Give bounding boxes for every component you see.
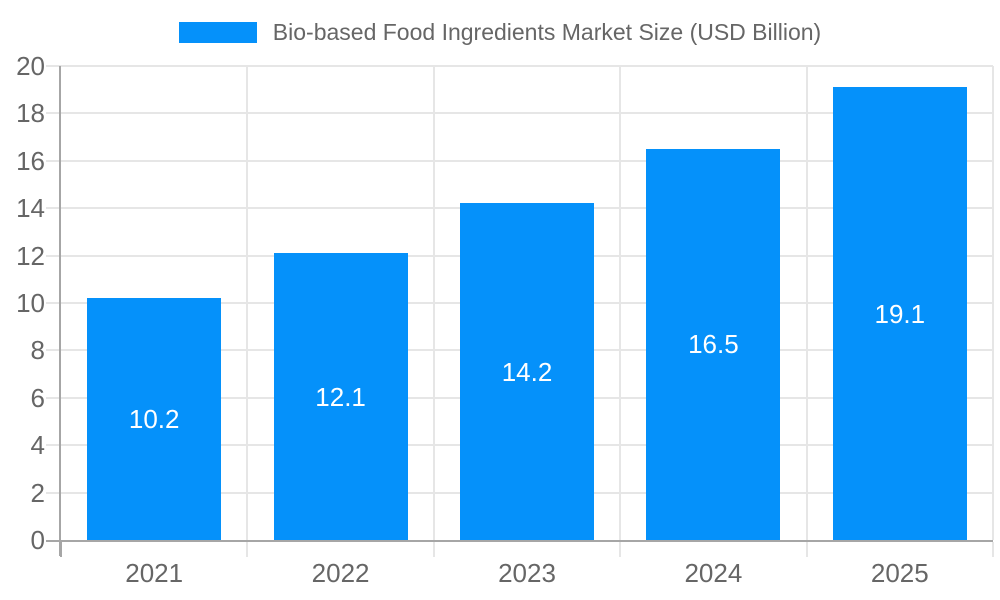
y-tick-label: 16 bbox=[16, 145, 45, 176]
v-gridline bbox=[246, 66, 249, 540]
y-tick-label: 18 bbox=[16, 98, 45, 129]
bar-value-label: 19.1 bbox=[874, 298, 926, 329]
y-tick-label: 12 bbox=[16, 240, 45, 271]
v-gridline bbox=[992, 66, 994, 540]
v-gridline bbox=[432, 66, 435, 540]
bar: 14.2 bbox=[460, 203, 594, 540]
bar-value-label: 10.2 bbox=[128, 404, 180, 435]
x-tick-mark bbox=[60, 542, 62, 557]
bar: 19.1 bbox=[832, 87, 967, 540]
x-tick-mark bbox=[246, 542, 249, 557]
x-tick-label: 2021 bbox=[125, 558, 184, 588]
x-tick-mark bbox=[619, 542, 622, 557]
y-tick-label: 14 bbox=[16, 193, 45, 224]
bar: 10.2 bbox=[87, 298, 222, 540]
legend: Bio-based Food Ingredients Market Size (… bbox=[0, 17, 1000, 47]
y-tick-label: 8 bbox=[30, 335, 45, 366]
v-gridline bbox=[805, 66, 808, 540]
h-gridline bbox=[46, 112, 993, 115]
v-gridline bbox=[619, 66, 622, 540]
y-tick-label: 20 bbox=[16, 51, 45, 81]
plot-area: 10.2 12.1 14.2 16.5 19.1 bbox=[46, 65, 994, 540]
x-axis-line bbox=[46, 540, 993, 542]
y-tick-label: 6 bbox=[30, 382, 45, 413]
legend-swatch bbox=[178, 21, 257, 43]
x-tick-mark bbox=[805, 542, 808, 557]
y-axis-line bbox=[59, 66, 61, 556]
bar-value-label: 12.1 bbox=[315, 381, 366, 412]
h-gridline bbox=[46, 65, 993, 67]
x-tick-mark bbox=[992, 542, 994, 557]
bar-value-label: 16.5 bbox=[688, 329, 739, 360]
x-tick-label: 2022 bbox=[311, 558, 370, 588]
x-tick-mark bbox=[432, 542, 435, 557]
bar: 12.1 bbox=[273, 253, 408, 540]
x-tick-label: 2023 bbox=[498, 558, 556, 588]
legend-label: Bio-based Food Ingredients Market Size (… bbox=[272, 18, 822, 45]
y-tick-label: 0 bbox=[30, 525, 45, 555]
y-tick-label: 4 bbox=[30, 430, 45, 461]
h-gridline bbox=[46, 159, 993, 162]
x-tick-label: 2025 bbox=[870, 558, 929, 588]
y-tick-label: 10 bbox=[16, 288, 45, 318]
x-tick-label: 2024 bbox=[684, 558, 743, 588]
bar: 16.5 bbox=[646, 148, 781, 540]
bar-value-label: 14.2 bbox=[501, 356, 553, 387]
y-tick-label: 2 bbox=[30, 477, 45, 508]
